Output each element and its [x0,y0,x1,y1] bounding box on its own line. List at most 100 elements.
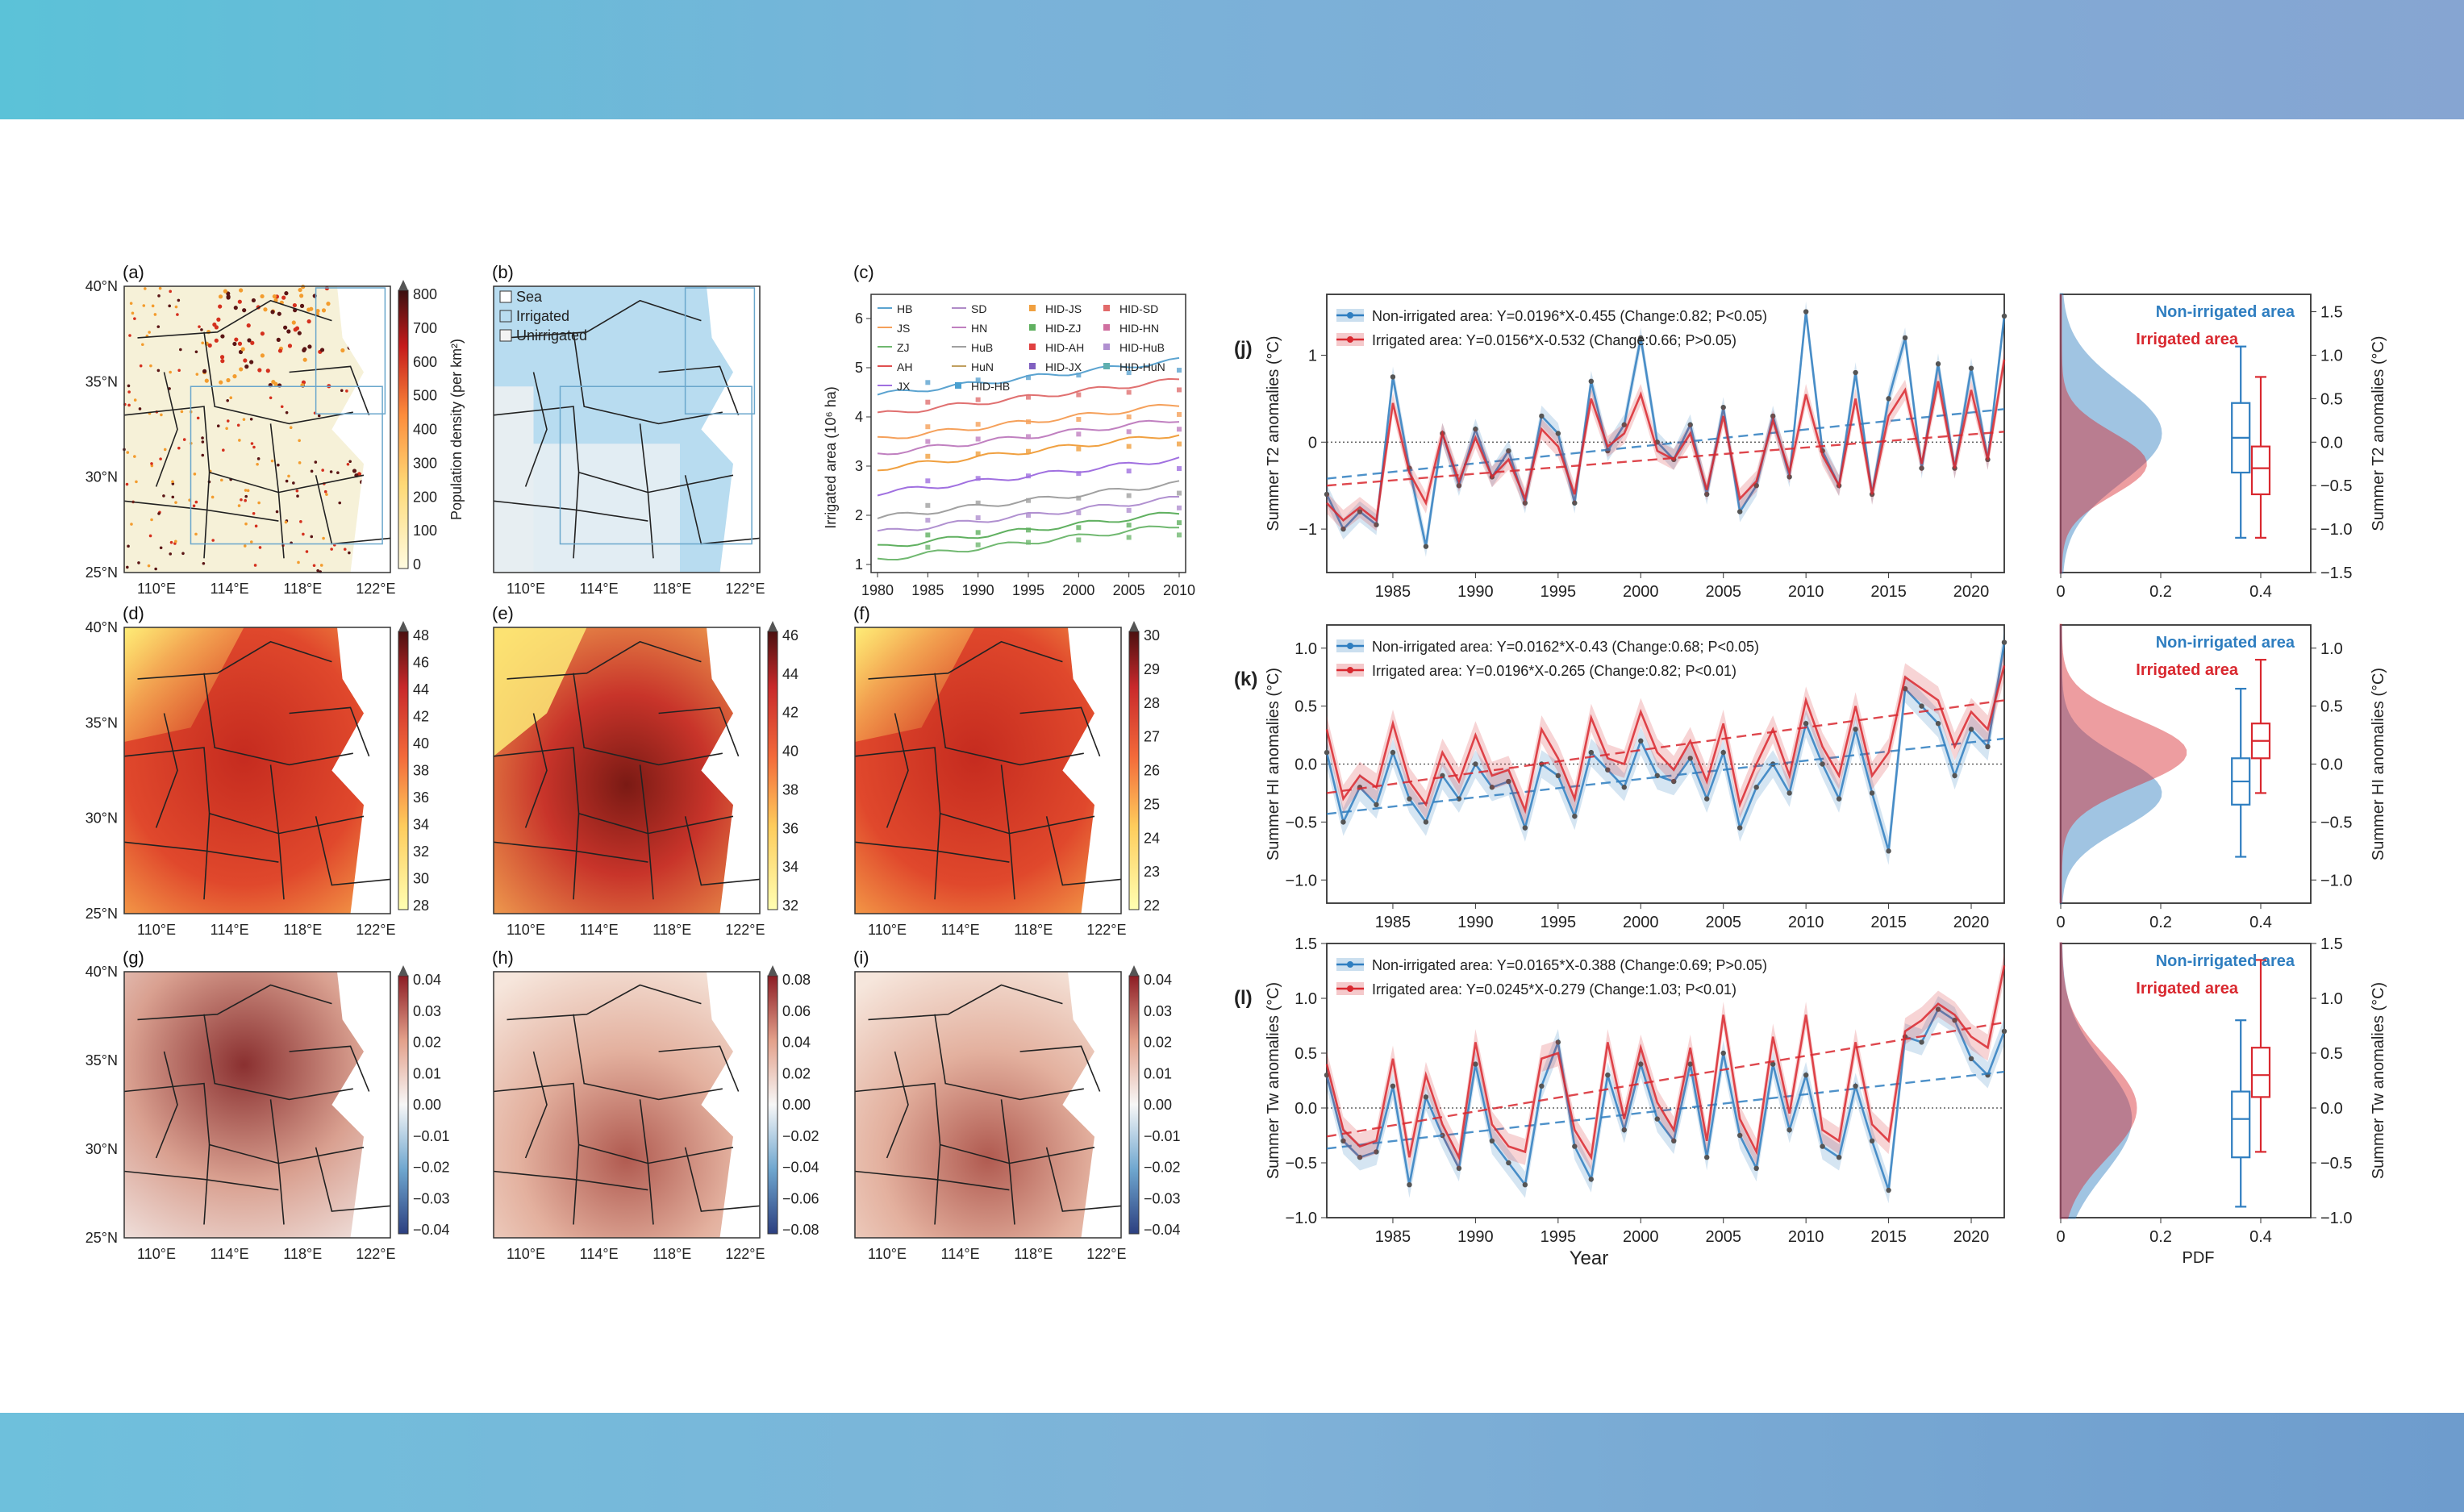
slide-background-bottom [0,1413,2464,1512]
pdf-irrigated [2059,623,2187,903]
data-point [1952,773,1957,779]
population-dot [198,325,201,328]
population-dot [168,304,171,308]
map-frame [854,971,1122,1239]
data-point [1787,790,1792,796]
lon-tick: 114°E [941,1246,980,1262]
y-tick: −0.5 [2320,477,2352,495]
data-point [1919,703,1924,709]
population-dot [246,323,251,328]
population-dot [219,478,223,482]
y-tick: −1.0 [2320,521,2352,539]
colorbar-tick: 36 [782,820,798,836]
population-dot [256,457,261,460]
data-point [1423,1094,1429,1100]
x-tick: 2015 [1870,914,1907,931]
colorbar-tick: 42 [782,705,798,721]
population-dot [272,294,277,299]
population-dot [225,427,228,431]
population-dot [150,518,153,522]
data-point [1820,1143,1825,1149]
population-dot [275,510,279,514]
population-dot [202,561,206,565]
x-tick: 2020 [1953,1228,1990,1246]
legend-label: HID-HuN [1119,360,1165,373]
lon-tick: 110°E [137,581,176,597]
population-dot [284,520,288,524]
population-dot [319,564,323,567]
population-dot [194,532,198,536]
y-tick: 0.0 [2320,756,2343,774]
x-tick: 2000 [1062,582,1094,598]
hid-marker [1026,375,1031,381]
province-border [137,984,332,1021]
colorbar [1128,975,1140,1235]
panel-label: (f) [853,603,870,623]
hid-marker [1076,471,1082,477]
data-point [1555,431,1561,436]
data-point [1952,1018,1957,1023]
population-dot [283,325,288,330]
legend-label: Irrigated [516,308,569,324]
legend-label: HID-HB [971,380,1010,393]
population-dot [294,326,300,331]
legend-swatch [499,310,512,323]
colorbar-tick: 25 [1144,796,1160,812]
confidence-band [1327,348,2004,531]
x-tick: 2000 [1623,583,1659,601]
data-point [1423,819,1429,825]
province-border [573,1014,723,1101]
map-sea [331,627,390,914]
population-dot [159,457,162,460]
province-border [493,841,648,863]
data-point [2001,639,2007,645]
map-frame [854,627,1122,914]
population-dot [151,304,155,308]
legend-marker [1347,667,1353,673]
anomaly-line [1325,642,2006,852]
colorbar-tick: 46 [413,655,429,671]
population-dot [295,489,299,493]
legend-marker [1103,305,1110,311]
map-cool-region [855,627,975,742]
population-dot [147,564,151,568]
time-series-panel-j: (j) 1 0 −1 1985 1990 1995 2000 2005 2010 2015 2020 S… [1234,294,2007,601]
population-dot [285,479,289,483]
legend-label: Sea [516,289,543,305]
colorbar [1128,631,1140,910]
map-sea [331,286,390,573]
colorbar-tick: 0.00 [413,1097,441,1113]
lat-tick: 40°N [85,278,118,294]
x-tick: 2010 [1163,582,1195,598]
data-point [1340,1138,1346,1144]
x-tick: 1995 [1541,583,1577,601]
hid-marker [975,515,981,521]
province-border [155,1051,178,1159]
anomaly-line [1325,1007,2006,1191]
x-tick: 2010 [1788,1228,1824,1246]
lat-tick: 25°N [85,1230,118,1246]
data-point [1357,509,1363,514]
population-dot [260,294,265,299]
map-sea [701,972,760,1238]
population-dot [336,471,340,475]
population-dot [126,451,130,454]
x-tick: 0 [2056,583,2065,601]
region-box [315,287,386,414]
time-series-panel-l: (l) 1.5 1.0 0.5 0.0 −0.5 −1.0 1985 1990 1995 2000 2… [1234,935,2007,1269]
population-dot [196,416,200,420]
population-dot [326,302,331,306]
population-dot [277,311,281,316]
data-point [1968,1056,1974,1062]
colorbar-tick: 28 [1144,695,1160,711]
y-tick: 0.0 [1295,756,1317,774]
population-dot [216,424,220,428]
data-point [1572,813,1578,819]
population-dot [251,298,256,303]
population-dot [127,403,131,407]
data-point [1407,1182,1412,1188]
map-panel-b: (b) 110°E 114°E 118°E 122°E Sea Irrigated Unirr… [492,262,765,597]
lon-tick: 122°E [356,581,395,597]
population-dot [240,347,245,352]
population-dot [182,438,186,441]
